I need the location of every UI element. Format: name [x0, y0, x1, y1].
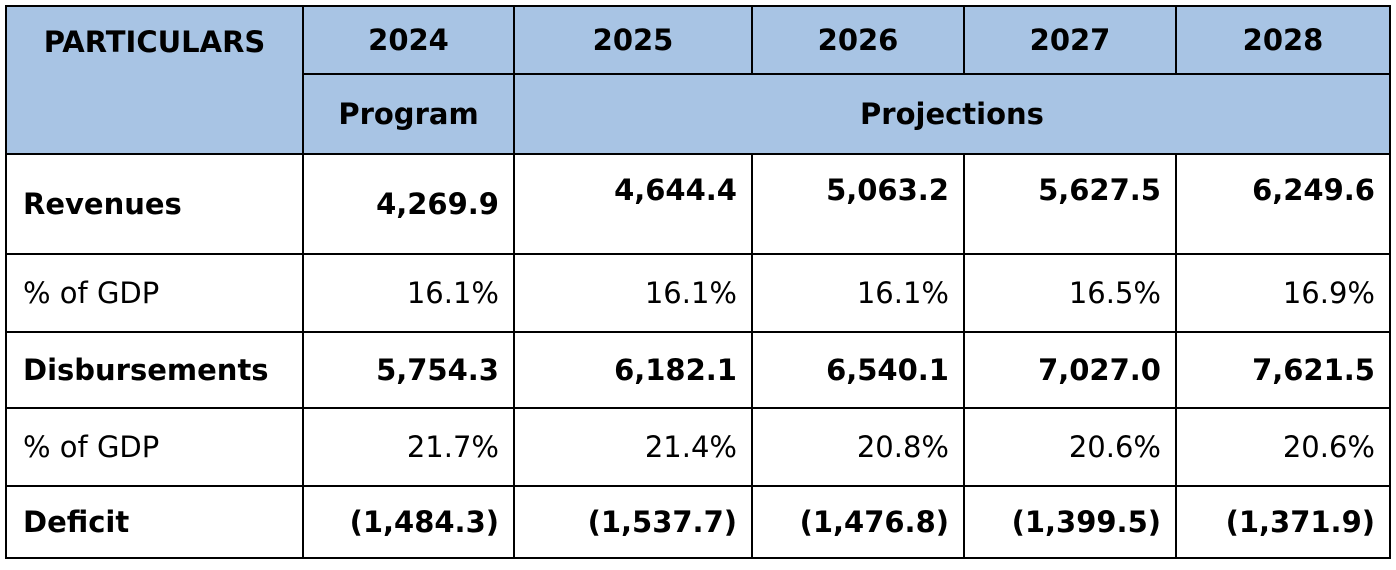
cell-revenues-pct-2024: 16.1% — [302, 253, 515, 333]
cell-disbursements-2028: 7,621.5 — [1175, 331, 1391, 409]
row-label-deficit: Deficit — [5, 485, 304, 559]
header-year-2025: 2025 — [513, 5, 753, 75]
cell-deficit-2028: (1,371.9) — [1175, 485, 1391, 559]
cell-disbursements-pct-2026: 20.8% — [751, 407, 965, 487]
cell-disbursements-2024: 5,754.3 — [302, 331, 515, 409]
cell-revenues-2024: 4,269.9 — [302, 153, 515, 255]
table-row-disbursements-pct-gdp: % of GDP 21.7% 21.4% 20.8% 20.6% 20.6% — [5, 407, 1391, 487]
cell-disbursements-2027: 7,027.0 — [963, 331, 1177, 409]
cell-disbursements-pct-2024: 21.7% — [302, 407, 515, 487]
table-row-revenues: Revenues 4,269.9 4,644.4 5,063.2 5,627.5… — [5, 153, 1391, 255]
fiscal-table-container: PARTICULARS 2024 2025 2026 2027 2028 Pro… — [5, 5, 1391, 559]
cell-revenues-pct-2025: 16.1% — [513, 253, 753, 333]
cell-deficit-2027: (1,399.5) — [963, 485, 1177, 559]
header-program: Program — [302, 73, 515, 155]
cell-deficit-2025: (1,537.7) — [513, 485, 753, 559]
row-label-revenues-pct-gdp: % of GDP — [5, 253, 304, 333]
table-row-revenues-pct-gdp: % of GDP 16.1% 16.1% 16.1% 16.5% 16.9% — [5, 253, 1391, 333]
row-label-revenues: Revenues — [5, 153, 304, 255]
cell-disbursements-pct-2025: 21.4% — [513, 407, 753, 487]
row-label-disbursements: Disbursements — [5, 331, 304, 409]
cell-deficit-2024: (1,484.3) — [302, 485, 515, 559]
header-projections: Projections — [513, 73, 1391, 155]
cell-disbursements-pct-2028: 20.6% — [1175, 407, 1391, 487]
header-year-2028: 2028 — [1175, 5, 1391, 75]
cell-disbursements-pct-2027: 20.6% — [963, 407, 1177, 487]
cell-revenues-pct-2028: 16.9% — [1175, 253, 1391, 333]
cell-revenues-pct-2027: 16.5% — [963, 253, 1177, 333]
cell-deficit-2026: (1,476.8) — [751, 485, 965, 559]
cell-disbursements-2025: 6,182.1 — [513, 331, 753, 409]
fiscal-program-table: PARTICULARS 2024 2025 2026 2027 2028 Pro… — [5, 5, 1391, 559]
cell-revenues-2028: 6,249.6 — [1175, 153, 1391, 255]
header-row-type: Program Projections — [6, 73, 1391, 155]
header-particulars: PARTICULARS — [5, 5, 304, 155]
header-row-years: PARTICULARS 2024 2025 2026 2027 2028 — [5, 5, 1391, 155]
table-row-disbursements: Disbursements 5,754.3 6,182.1 6,540.1 7,… — [5, 331, 1391, 409]
cell-revenues-2027: 5,627.5 — [963, 153, 1177, 255]
cell-revenues-pct-2026: 16.1% — [751, 253, 965, 333]
header-year-2024: 2024 — [302, 5, 515, 75]
header-year-2026: 2026 — [751, 5, 965, 75]
cell-revenues-2026: 5,063.2 — [751, 153, 965, 255]
row-label-disbursements-pct-gdp: % of GDP — [5, 407, 304, 487]
cell-disbursements-2026: 6,540.1 — [751, 331, 965, 409]
header-year-2027: 2027 — [963, 5, 1177, 75]
cell-revenues-2025: 4,644.4 — [513, 153, 753, 255]
table-row-deficit: Deficit (1,484.3) (1,537.7) (1,476.8) (1… — [5, 485, 1391, 559]
